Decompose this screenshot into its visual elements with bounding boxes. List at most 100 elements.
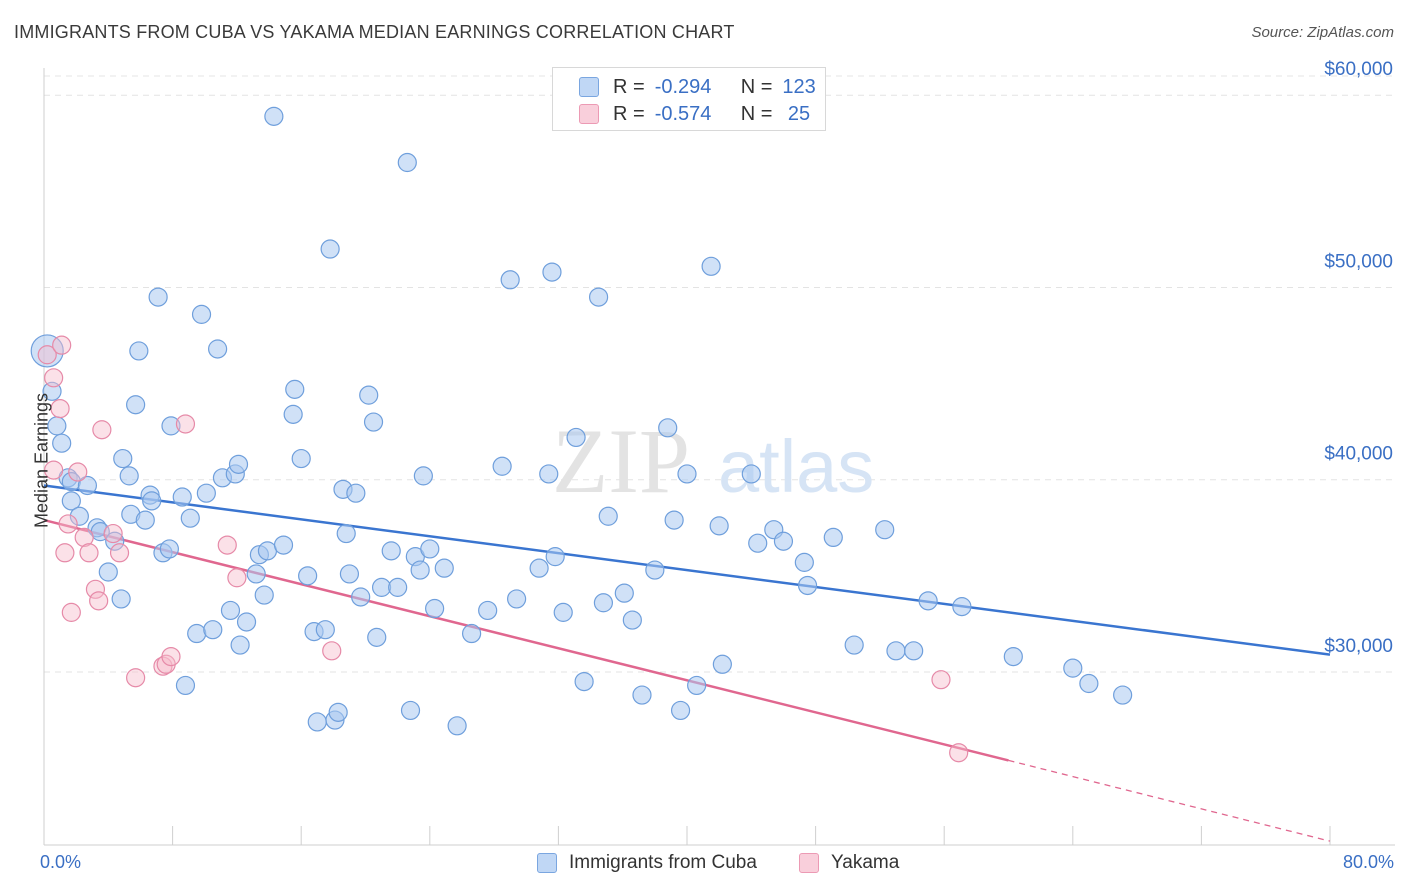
point-yakama (322, 641, 342, 661)
y-tick-label: $40,000 (1324, 444, 1393, 465)
point-cuba (346, 483, 366, 503)
point-yakama (37, 345, 57, 365)
point-cuba (447, 716, 467, 736)
point-cuba (291, 448, 311, 469)
point-cuba (492, 456, 512, 476)
point-cuba (566, 427, 586, 448)
point-cuba (77, 475, 98, 496)
point-cuba (228, 454, 249, 474)
point-yakama (103, 523, 123, 544)
point-cuba (388, 577, 408, 597)
correlation-legend: R = -0.294 N = 123 R = -0.574 N = 25 (552, 67, 826, 131)
point-cuba (709, 516, 729, 536)
legend-r-label: R = (613, 75, 645, 98)
legend-r-value: -0.574 (654, 102, 712, 125)
legend-swatch-cuba (579, 77, 599, 97)
watermark: ZIP atlas (552, 410, 874, 512)
point-cuba (119, 466, 139, 486)
point-cuba (794, 552, 814, 572)
point-cuba (658, 418, 678, 438)
point-cuba (351, 587, 371, 607)
point-cuba (420, 539, 440, 559)
point-yakama (52, 335, 72, 355)
point-yakama (89, 591, 109, 611)
legend-n-value: 25 (782, 102, 811, 125)
point-cuba (918, 591, 938, 611)
x-tick-label-max: 80.0% (1342, 852, 1394, 872)
point-cuba (381, 541, 401, 561)
trend-line-yakama (43, 518, 1009, 762)
point-cuba (307, 712, 327, 732)
point-cuba (507, 589, 527, 609)
point-cuba (257, 541, 278, 561)
point-cuba (1003, 646, 1023, 667)
point-cuba (254, 585, 274, 605)
point-cuba (175, 675, 196, 696)
point-cuba (588, 287, 609, 307)
source-credit: Source: ZipAtlas.com (1251, 24, 1394, 41)
point-cuba (823, 527, 843, 548)
point-cuba (434, 558, 454, 578)
point-cuba (797, 575, 818, 596)
point-cuba (339, 564, 360, 584)
y-tick-labels: $30,000 $40,000 $50,000 $60,000 (1324, 59, 1393, 657)
point-yakama (153, 656, 173, 676)
legend-r-value: -0.294 (654, 75, 712, 98)
legend-item-yakama[interactable]: Yakama (799, 852, 899, 874)
data-points (30, 106, 1133, 763)
point-yakama (74, 527, 94, 548)
point-cuba (400, 700, 421, 721)
point-cuba (632, 685, 652, 705)
point-cuba (413, 466, 433, 486)
point-yakama (227, 568, 247, 588)
point-cuba (741, 464, 761, 484)
point-cuba (113, 448, 133, 469)
point-yakama (175, 414, 196, 434)
legend-n-value: 123 (782, 75, 816, 98)
point-cuba (677, 464, 697, 484)
legend-swatch-yakama (579, 104, 599, 124)
point-cuba (315, 620, 335, 640)
grid-lines (44, 75, 1395, 673)
point-cuba (904, 641, 924, 661)
point-cuba (111, 589, 131, 609)
point-cuba (105, 531, 125, 551)
point-yakama (92, 420, 112, 440)
point-cuba (285, 379, 305, 399)
point-cuba (208, 339, 228, 359)
legend-label-yakama: Yakama (831, 852, 900, 873)
point-cuba (886, 641, 906, 661)
x-tick-label-min: 0.0% (40, 852, 82, 872)
point-cuba (397, 152, 417, 173)
point-cuba (478, 600, 498, 621)
point-cuba (748, 533, 768, 553)
legend-item-cuba[interactable]: Immigrants from Cuba (537, 852, 757, 874)
point-yakama (217, 535, 237, 555)
point-cuba (875, 520, 895, 540)
trend-line-yakama-extension (1008, 759, 1331, 842)
point-cuba (687, 675, 707, 696)
point-cuba (593, 593, 614, 613)
point-cuba (191, 304, 212, 324)
y-tick-label: $30,000 (1324, 636, 1393, 657)
point-yakama (109, 543, 130, 563)
point-cuba (61, 491, 81, 511)
point-cuba (328, 702, 348, 722)
legend-swatch-cuba (537, 853, 557, 873)
legend-row-cuba: R = -0.294 N = 123 (579, 75, 816, 99)
point-cuba (670, 700, 691, 721)
point-cuba (236, 612, 257, 632)
point-cuba (52, 433, 72, 453)
point-cuba (574, 671, 594, 692)
point-yakama (79, 543, 99, 563)
legend-row-yakama: R = -0.574 N = 25 (579, 102, 810, 126)
point-cuba (500, 270, 520, 290)
point-cuba (246, 564, 266, 584)
y-axis-label: Median Earnings (31, 392, 52, 529)
legend-n-label: N = (740, 102, 773, 125)
point-cuba (264, 106, 284, 126)
point-cuba (545, 547, 565, 567)
point-cuba (645, 560, 665, 580)
axes (43, 68, 1395, 846)
point-cuba (135, 510, 155, 530)
